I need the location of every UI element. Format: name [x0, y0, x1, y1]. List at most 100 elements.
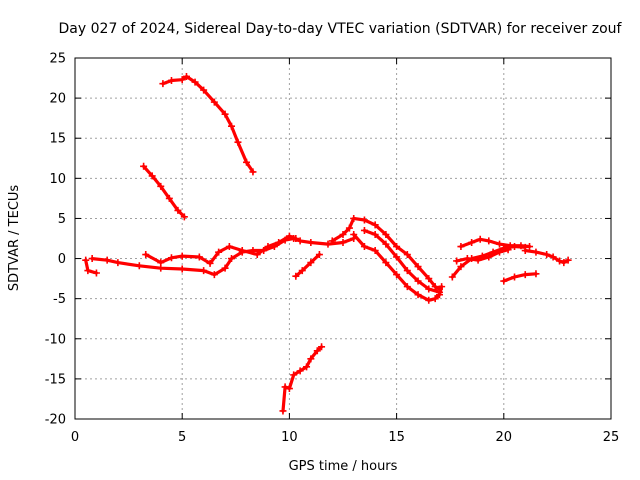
data-point-plus — [403, 267, 411, 275]
data-point-plus — [556, 257, 564, 265]
data-point-plus — [324, 240, 332, 248]
data-point-plus — [468, 239, 476, 247]
x-tick-label: 10 — [281, 430, 298, 445]
series-arc-14 — [500, 270, 540, 285]
data-point-plus — [228, 122, 236, 130]
data-point-plus — [142, 251, 150, 259]
data-point-plus — [339, 239, 347, 247]
data-point-plus — [228, 255, 236, 263]
data-point-plus — [403, 251, 411, 259]
data-point-plus — [474, 256, 482, 264]
series-line — [330, 216, 442, 291]
chart-title: Day 027 of 2024, Sidereal Day-to-day VTE… — [59, 21, 623, 37]
series-arc-15 — [279, 343, 326, 415]
data-point-plus — [382, 240, 390, 248]
series-arc-9 — [360, 226, 443, 296]
series-group — [82, 72, 572, 415]
data-point-plus — [296, 237, 304, 245]
data-point-plus — [178, 252, 186, 260]
data-point-plus — [549, 253, 557, 261]
grid — [75, 58, 611, 419]
series-arc-1 — [159, 72, 257, 176]
data-point-plus — [234, 138, 242, 146]
x-axis-label: GPS time / hours — [289, 459, 398, 474]
data-point-plus — [453, 257, 461, 265]
data-point-plus — [350, 214, 358, 222]
data-point-plus — [225, 243, 233, 251]
data-point-plus — [425, 285, 433, 293]
data-point-plus — [496, 248, 504, 256]
data-point-plus — [457, 263, 465, 271]
axis-ticks: 0 5 10 15 20 25 -20 -15 -10 -5 0 5 10 15 20 25 — [45, 52, 620, 446]
data-point-plus — [206, 259, 214, 267]
data-point-plus — [318, 343, 326, 351]
data-point-plus — [148, 172, 156, 180]
data-point-plus — [435, 288, 443, 296]
data-point-plus — [500, 277, 508, 285]
y-tick-label: -15 — [45, 372, 66, 387]
y-tick-label: -20 — [45, 413, 66, 428]
y-tick-label: -10 — [45, 332, 66, 347]
data-point-plus — [448, 273, 456, 281]
data-point-plus — [174, 206, 182, 214]
data-point-plus — [431, 283, 439, 291]
data-point-plus — [221, 110, 229, 118]
data-point-plus — [425, 275, 433, 283]
data-point-plus — [345, 224, 353, 232]
data-point-plus — [414, 291, 422, 299]
data-point-plus — [414, 263, 422, 271]
x-tick-label: 20 — [496, 430, 513, 445]
data-point-plus — [463, 255, 471, 263]
series-arc-3 — [82, 256, 100, 277]
data-point-plus — [438, 283, 446, 291]
data-point-plus — [290, 371, 298, 379]
data-point-plus — [281, 383, 289, 391]
data-point-plus — [285, 385, 293, 393]
data-point-plus — [403, 283, 411, 291]
data-point-plus — [180, 213, 188, 221]
data-point-plus — [264, 243, 272, 251]
data-point-plus — [195, 253, 203, 261]
data-point-plus — [431, 295, 439, 303]
y-tick-label: 25 — [49, 52, 66, 67]
data-point-plus — [328, 237, 336, 245]
data-point-plus — [167, 76, 175, 84]
data-point-plus — [564, 256, 572, 264]
data-point-plus — [191, 78, 199, 86]
data-point-plus — [157, 259, 165, 267]
series-line — [161, 74, 255, 174]
data-point-plus — [360, 216, 368, 224]
data-point-plus — [103, 256, 111, 264]
data-point-plus — [200, 267, 208, 275]
data-point-plus — [135, 262, 143, 270]
data-point-plus — [249, 168, 257, 176]
series-arc-12 — [457, 235, 534, 251]
x-tick-label: 25 — [603, 430, 620, 445]
data-point-plus — [182, 72, 190, 80]
data-point-plus — [543, 251, 551, 259]
data-point-plus — [360, 226, 368, 234]
data-point-plus — [167, 254, 175, 262]
series-line — [142, 164, 186, 219]
data-point-plus — [521, 247, 529, 255]
data-point-plus — [485, 237, 493, 245]
data-point-plus — [303, 363, 311, 371]
plot-frame — [74, 57, 612, 420]
data-point-plus — [496, 240, 504, 248]
data-point-plus — [382, 259, 390, 267]
data-point-plus — [157, 182, 165, 190]
data-point-plus — [165, 194, 173, 202]
data-point-plus — [393, 271, 401, 279]
data-point-plus — [210, 271, 218, 279]
data-point-plus — [221, 264, 229, 272]
series-arc-6 — [292, 251, 323, 280]
data-point-plus — [88, 255, 96, 263]
data-point-plus — [371, 230, 379, 238]
data-point-plus — [371, 221, 379, 229]
data-point-plus — [296, 367, 304, 375]
data-point-plus — [285, 232, 293, 240]
data-point-plus — [159, 80, 167, 88]
data-point-plus — [360, 243, 368, 251]
data-point-plus — [339, 230, 347, 238]
